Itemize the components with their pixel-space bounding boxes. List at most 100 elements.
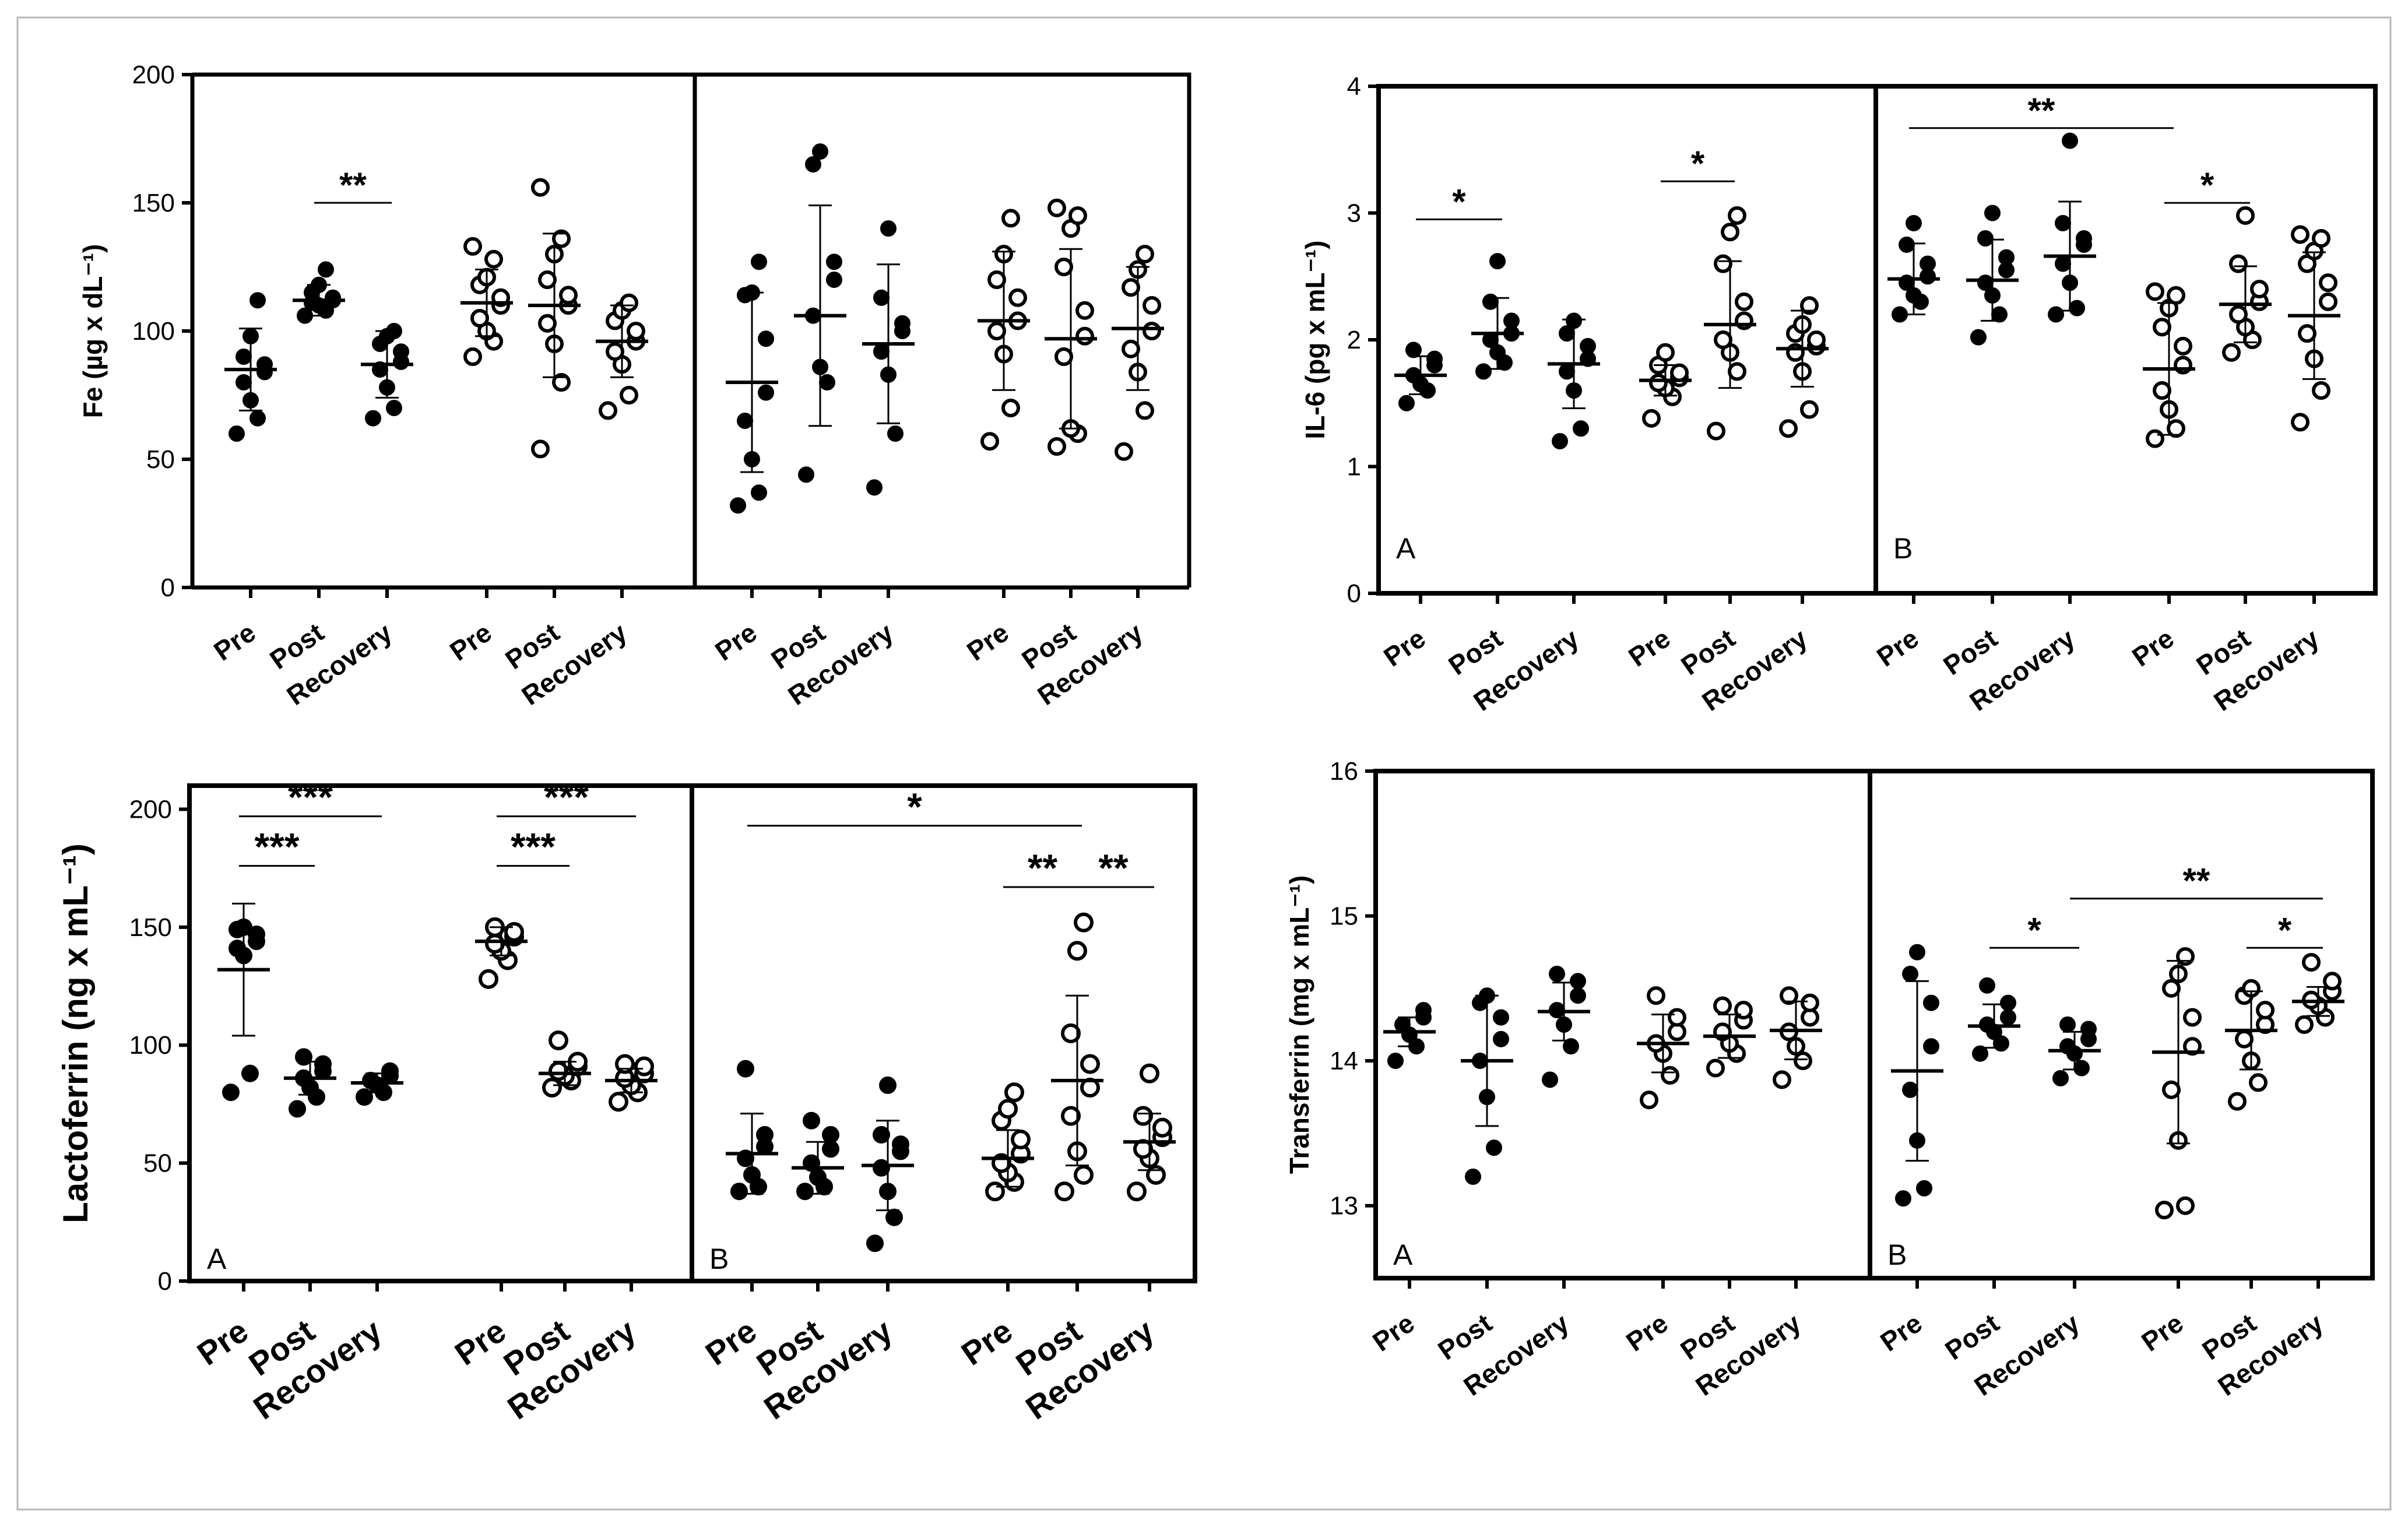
plot-box-top-right xyxy=(192,72,1191,587)
x-category-label: Pre xyxy=(1367,1308,1420,1357)
x-category-label: Pre xyxy=(961,617,1014,667)
significance-label: * xyxy=(907,785,922,828)
data-point xyxy=(1573,420,1589,437)
data-point xyxy=(1998,249,2015,266)
data-point xyxy=(1977,275,1994,291)
data-point xyxy=(1979,977,1995,994)
y-tick-label: 0 xyxy=(1347,579,1361,608)
data-point xyxy=(1780,986,1798,1005)
panel-letter: A xyxy=(1393,1239,1413,1271)
data-point xyxy=(1794,1051,1812,1071)
data-point xyxy=(1398,395,1415,411)
data-point xyxy=(2295,1015,2314,1034)
data-point xyxy=(885,1208,903,1226)
data-point xyxy=(819,374,835,390)
data-point xyxy=(381,1062,399,1080)
significance-label: *** xyxy=(288,776,333,819)
data-point xyxy=(2302,953,2321,972)
data-point xyxy=(1570,987,1586,1004)
data-point xyxy=(1542,1071,1558,1088)
x-category-label: Pre xyxy=(2136,1308,2189,1357)
data-point xyxy=(1800,400,1819,419)
data-point xyxy=(1563,1038,1579,1055)
data-point xyxy=(2153,381,2171,400)
data-point xyxy=(1984,205,2001,221)
data-point xyxy=(2055,214,2071,231)
data-point xyxy=(479,969,498,989)
y-tick-label: 15 xyxy=(1330,902,1358,931)
y-tick-label: 150 xyxy=(129,913,172,942)
significance-label: ** xyxy=(2028,91,2055,130)
data-point xyxy=(599,401,617,420)
data-point xyxy=(873,343,890,360)
data-point xyxy=(1047,198,1066,217)
significance-label: ** xyxy=(1028,846,1058,889)
data-point xyxy=(634,1056,654,1076)
data-point xyxy=(1061,1106,1081,1126)
data-point xyxy=(1054,258,1073,276)
y-tick-label: 0 xyxy=(161,573,175,602)
data-point xyxy=(1640,1090,1658,1110)
data-point xyxy=(2059,1016,2076,1033)
significance-label: *** xyxy=(544,776,589,819)
data-point xyxy=(1415,1002,1432,1019)
data-point xyxy=(751,484,767,501)
data-point xyxy=(1668,1008,1686,1027)
data-point xyxy=(538,314,557,333)
data-point xyxy=(2183,1008,2202,1027)
data-point xyxy=(1970,329,1987,346)
x-category-label: Pre xyxy=(2126,623,2179,673)
data-point xyxy=(1067,941,1087,961)
data-point xyxy=(1482,293,1499,310)
data-point xyxy=(2249,1073,2268,1092)
data-point xyxy=(1779,419,1798,438)
data-point xyxy=(606,342,624,361)
data-point xyxy=(1656,343,1675,362)
data-point xyxy=(796,1183,814,1201)
data-point xyxy=(531,439,550,459)
significance-label: * xyxy=(2200,166,2214,205)
data-point xyxy=(2080,1021,2097,1037)
data-point xyxy=(1735,292,1753,311)
data-point xyxy=(559,286,578,305)
data-point xyxy=(1489,253,1506,270)
data-point xyxy=(1387,1053,1404,1069)
data-point xyxy=(758,384,774,401)
data-point xyxy=(325,289,341,306)
data-point xyxy=(365,410,381,427)
data-point xyxy=(2229,254,2248,273)
data-point xyxy=(1707,421,1725,441)
data-point xyxy=(229,425,245,442)
data-point xyxy=(798,466,814,483)
panel-letter: A xyxy=(207,1243,227,1275)
data-point xyxy=(1991,306,2008,323)
y-tick-label: 4 xyxy=(1347,72,1361,101)
x-category-label: Pre xyxy=(208,617,261,667)
data-point xyxy=(737,1060,754,1078)
data-point xyxy=(805,156,821,173)
data-point xyxy=(2073,1060,2090,1076)
y-tick-label: 1 xyxy=(1347,453,1361,481)
data-point xyxy=(2000,994,2016,1011)
data-point xyxy=(1923,994,1939,1011)
data-point xyxy=(620,293,638,312)
data-point xyxy=(1001,399,1020,417)
data-point xyxy=(2052,1069,2069,1086)
data-point xyxy=(894,315,911,332)
data-point xyxy=(1136,401,1154,420)
data-point xyxy=(609,1092,628,1112)
data-point xyxy=(1902,1081,1918,1098)
data-point xyxy=(235,374,252,390)
data-point xyxy=(1734,1001,1753,1020)
data-point xyxy=(1661,1066,1679,1085)
data-point xyxy=(873,1126,890,1144)
significance-label: * xyxy=(1452,182,1466,221)
data-point xyxy=(2229,305,2248,324)
data-point xyxy=(386,400,402,416)
data-point xyxy=(987,322,1006,340)
data-point xyxy=(866,1234,884,1252)
data-point xyxy=(1008,288,1027,307)
data-point xyxy=(879,1076,897,1095)
data-point xyxy=(2298,324,2316,343)
data-point xyxy=(2146,429,2164,448)
